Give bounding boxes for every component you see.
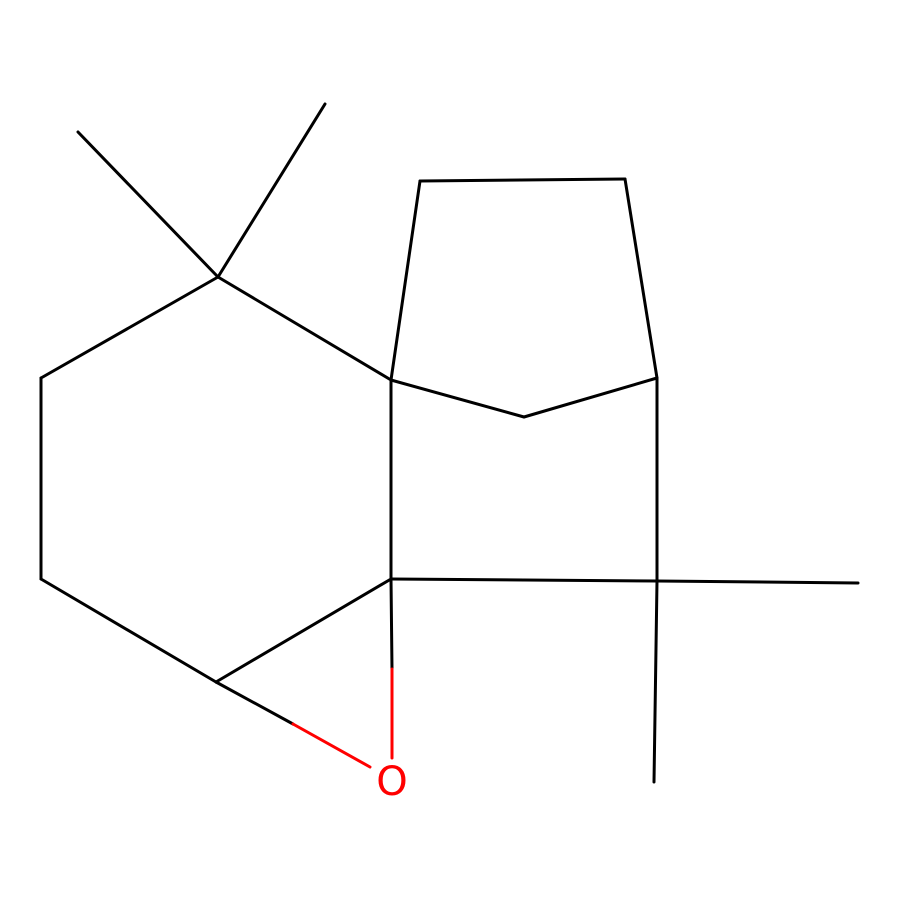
bond-ring6-3 <box>39 577 218 684</box>
bond-epoxide-c2-black <box>389 577 394 671</box>
bond-ring5-1 <box>389 179 422 382</box>
bond-ring6-1 <box>39 275 220 380</box>
bond-methyl-a1 <box>76 130 220 279</box>
bond-methyl-a2 <box>216 102 327 279</box>
bond-bridge-1 <box>389 378 526 419</box>
bond-ring5-2 <box>418 177 627 183</box>
bond-methyl-b2 <box>652 579 659 784</box>
bond-epoxide-c1-red <box>291 722 372 769</box>
bond-ring6-4 <box>214 577 393 684</box>
bond-epoxide-c1-black <box>214 680 295 726</box>
oxygen-atom-label: O <box>376 759 407 805</box>
bond-ring-lower-2 <box>389 577 659 583</box>
bond-ring6-6 <box>216 275 393 382</box>
bond-ring5-3 <box>623 177 659 380</box>
bond-bridge-2 <box>522 376 659 419</box>
bond-methyl-b1 <box>655 579 860 585</box>
